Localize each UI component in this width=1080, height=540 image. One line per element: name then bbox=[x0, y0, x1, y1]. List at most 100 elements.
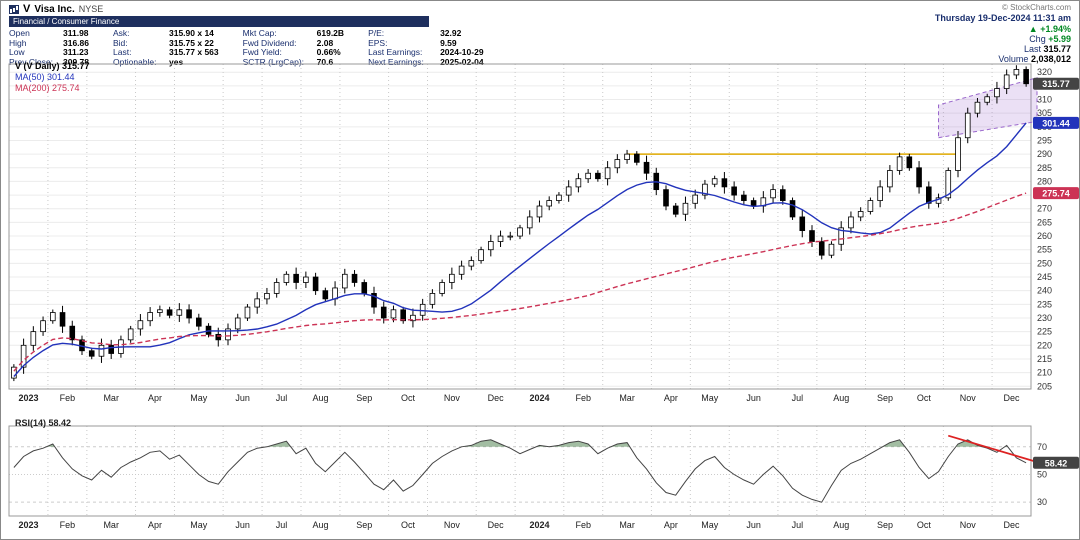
high-label: High bbox=[9, 37, 27, 48]
open-value: 311.98 bbox=[63, 28, 89, 38]
svg-text:301.44: 301.44 bbox=[1042, 118, 1070, 128]
svg-text:Aug: Aug bbox=[312, 393, 328, 403]
svg-text:220: 220 bbox=[1037, 340, 1052, 350]
svg-text:Mar: Mar bbox=[103, 520, 119, 530]
quote-header-right: © StockCharts.com Thursday 19-Dec-2024 1… bbox=[934, 3, 1071, 64]
last-trade-label: Last: bbox=[113, 47, 132, 57]
prev-close-label: Prev Close: bbox=[9, 56, 53, 67]
quote-header: V Visa Inc. NYSE Financial / Consumer Fi… bbox=[1, 1, 1079, 66]
svg-text:70: 70 bbox=[1037, 442, 1047, 452]
pe-label: P/E: bbox=[368, 28, 385, 38]
svg-text:290: 290 bbox=[1037, 149, 1052, 159]
svg-text:250: 250 bbox=[1037, 258, 1052, 268]
svg-text:Feb: Feb bbox=[576, 393, 592, 403]
eps-value: 9.59 bbox=[440, 37, 457, 48]
svg-text:230: 230 bbox=[1037, 313, 1052, 323]
candlesticks bbox=[11, 65, 1029, 382]
svg-text:Sep: Sep bbox=[356, 520, 372, 530]
rsi-plot: 30 50 70 2023 Feb Mar Apr May Jun Jul Aug Sep Oct Nov… bbox=[8, 425, 1079, 530]
svg-text:235: 235 bbox=[1037, 299, 1052, 309]
rsi-trendline bbox=[948, 434, 1038, 463]
quote-col-earnings: P/E: 32.92 EPS: 9.59 Last Earnings: 2024-10… bbox=[368, 28, 484, 67]
bid-value: 315.75 x 22 bbox=[169, 37, 214, 48]
prev-close-value: 309.78 bbox=[63, 56, 89, 67]
ask-label: Ask: bbox=[113, 28, 130, 38]
svg-text:305: 305 bbox=[1037, 108, 1052, 118]
yield-label: Fwd Yield: bbox=[242, 47, 282, 57]
svg-text:Jun: Jun bbox=[746, 393, 761, 403]
svg-text:Sep: Sep bbox=[877, 393, 893, 403]
dividend-label: Fwd Dividend: bbox=[242, 37, 297, 48]
optionable-label: Optionable: bbox=[113, 56, 157, 67]
svg-text:Nov: Nov bbox=[444, 520, 461, 530]
price-plot: 205 210 215 220 225 230 235 240 245 250 255 260 265 2… bbox=[8, 63, 1079, 403]
sector-industry-strip: Financial / Consumer Finance bbox=[9, 16, 429, 27]
svg-text:Apr: Apr bbox=[148, 393, 162, 403]
quote-header-left: V Visa Inc. NYSE Financial / Consumer Fi… bbox=[9, 3, 484, 66]
last-value: 315.77 bbox=[1043, 44, 1071, 54]
svg-text:Mar: Mar bbox=[619, 393, 635, 403]
svg-text:Nov: Nov bbox=[960, 520, 977, 530]
svg-text:May: May bbox=[701, 393, 719, 403]
svg-text:Dec: Dec bbox=[1004, 520, 1021, 530]
price-chart-svg: 205 210 215 220 225 230 235 240 245 250 255 260 265 2… bbox=[8, 63, 1079, 403]
svg-text:Oct: Oct bbox=[401, 393, 416, 403]
copyright: © StockCharts.com bbox=[1001, 3, 1071, 12]
low-label: Low bbox=[9, 47, 25, 57]
svg-text:Apr: Apr bbox=[664, 520, 678, 530]
svg-text:Feb: Feb bbox=[60, 393, 76, 403]
svg-text:2024: 2024 bbox=[529, 393, 549, 403]
svg-text:Aug: Aug bbox=[833, 393, 849, 403]
svg-text:240: 240 bbox=[1037, 286, 1052, 296]
quote-grid: Open 311.98 High 316.86 Low 311.23 Prev Clo… bbox=[9, 28, 484, 67]
svg-text:Nov: Nov bbox=[960, 393, 977, 403]
svg-text:May: May bbox=[190, 520, 208, 530]
last-trade-value: 315.77 x 563 bbox=[169, 47, 219, 57]
svg-text:205: 205 bbox=[1037, 381, 1052, 391]
svg-text:320: 320 bbox=[1037, 67, 1052, 77]
svg-text:2023: 2023 bbox=[18, 393, 38, 403]
svg-text:265: 265 bbox=[1037, 217, 1052, 227]
svg-text:Oct: Oct bbox=[917, 393, 932, 403]
rsi-chart-svg: 30 50 70 2023 Feb Mar Apr May Jun Jul Aug Sep Oct Nov… bbox=[8, 425, 1079, 530]
next-earnings-label: Next Earnings: bbox=[368, 56, 424, 67]
svg-text:May: May bbox=[701, 520, 719, 530]
volume-value: 2,038,012 bbox=[1030, 54, 1071, 64]
pe-value: 32.92 bbox=[440, 28, 462, 38]
svg-text:Jun: Jun bbox=[746, 520, 761, 530]
symbol-row: V Visa Inc. NYSE bbox=[9, 3, 484, 15]
last-label: Last bbox=[1023, 44, 1041, 54]
svg-text:30: 30 bbox=[1037, 497, 1047, 507]
svg-text:Jun: Jun bbox=[235, 520, 250, 530]
svg-text:315.77: 315.77 bbox=[1042, 79, 1070, 89]
svg-text:270: 270 bbox=[1037, 204, 1052, 214]
svg-text:215: 215 bbox=[1037, 354, 1052, 364]
svg-text:2024: 2024 bbox=[529, 520, 549, 530]
up-arrow-icon: ▲ bbox=[1028, 24, 1038, 34]
quote-datetime: Thursday 19-Dec-2024 11:31 am bbox=[934, 13, 1071, 23]
ma50-line bbox=[13, 122, 1027, 377]
svg-text:245: 245 bbox=[1037, 272, 1052, 282]
svg-text:Oct: Oct bbox=[917, 520, 932, 530]
last-earnings-value: 2024-10-29 bbox=[440, 47, 484, 57]
bid-label: Bid: bbox=[113, 37, 128, 48]
svg-text:Sep: Sep bbox=[356, 393, 372, 403]
sctr-label: SCTR (LrgCap): bbox=[242, 56, 305, 67]
ask-value: 315.90 x 14 bbox=[169, 28, 214, 38]
svg-text:Aug: Aug bbox=[312, 520, 328, 530]
svg-text:Jul: Jul bbox=[276, 393, 288, 403]
svg-text:Jul: Jul bbox=[792, 393, 804, 403]
svg-text:Apr: Apr bbox=[664, 393, 678, 403]
svg-text:May: May bbox=[190, 393, 208, 403]
chg-value: +5.99 bbox=[1048, 34, 1071, 44]
svg-text:275.74: 275.74 bbox=[1042, 189, 1070, 199]
svg-text:Mar: Mar bbox=[103, 393, 119, 403]
svg-text:Sep: Sep bbox=[877, 520, 893, 530]
rsi-overbought-fill bbox=[46, 439, 1008, 447]
exchange-name: NYSE bbox=[78, 4, 104, 14]
svg-text:Feb: Feb bbox=[60, 520, 76, 530]
svg-text:Jun: Jun bbox=[235, 393, 250, 403]
last-earnings-label: Last Earnings: bbox=[368, 47, 423, 57]
low-value: 311.23 bbox=[63, 47, 89, 57]
